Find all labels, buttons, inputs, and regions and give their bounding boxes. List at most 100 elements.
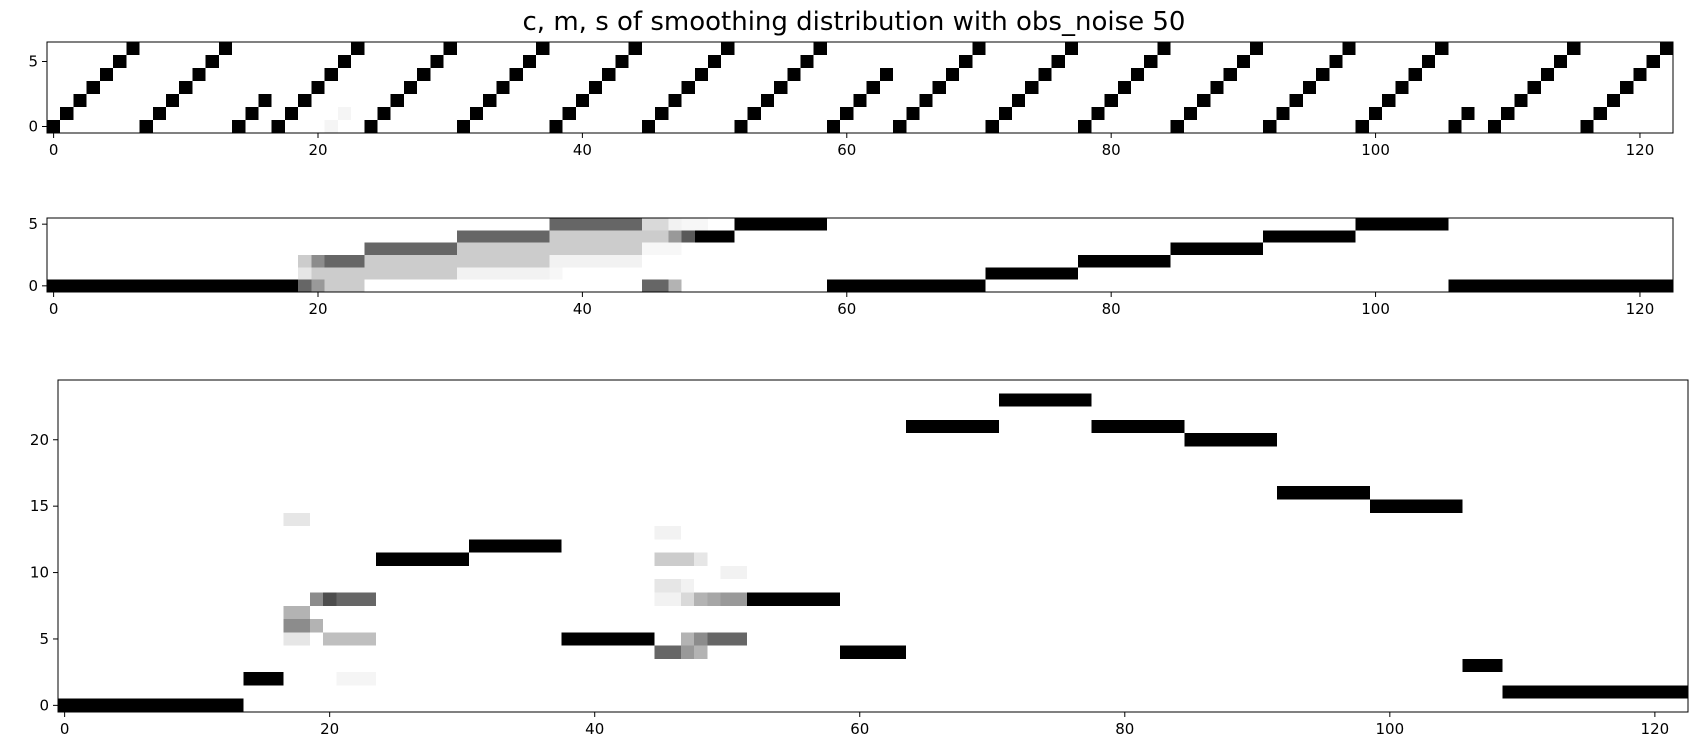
y-tick-label: 20 [30,431,49,449]
heatmap-cell [60,107,74,120]
heatmap-cell [324,267,365,280]
heatmap-cell [1276,107,1290,120]
heatmap-cell [324,255,365,268]
heatmap-cell [1104,94,1118,107]
heatmap-cell [179,81,193,94]
heatmap-cell [1131,68,1145,81]
x-tick-label: 20 [308,141,327,159]
heatmap-cell [641,279,669,292]
heatmap-cell [1025,81,1039,94]
heatmap-cell [1620,81,1634,94]
heatmap-cell [641,120,656,133]
heatmap-cell [668,94,682,107]
heatmap-cell [681,218,708,231]
heatmap-cell [364,242,457,255]
heatmap-cell [720,565,748,580]
heatmap-cell [721,42,735,55]
heatmap-cell [747,592,840,606]
heatmap-cell [720,632,748,646]
heatmap-cell [456,230,550,243]
axes-frame [57,379,1689,713]
x-tick-label: 0 [60,720,70,738]
heatmap-cell [1051,55,1065,68]
x-tick-label: 120 [1626,300,1655,318]
heatmap-cell [377,107,391,120]
heatmap-cell [1144,55,1158,68]
heatmap-cell [959,55,973,68]
heatmap-cell [945,68,960,81]
y-tick-label: 0 [28,277,38,295]
heatmap-cell [364,120,378,133]
heatmap-cell [309,592,324,606]
heatmap-cell [680,592,695,606]
heatmap-cell [1462,658,1503,673]
heatmap-cell [311,267,325,280]
heatmap-cell [298,255,312,268]
x-tick-label: 120 [1626,141,1655,159]
heatmap-cell [1329,55,1343,68]
x-tick-label: 100 [1376,720,1405,738]
heatmap-cell [707,55,722,68]
x-tick-label: 60 [850,720,869,738]
heatmap-cell [47,279,299,292]
heatmap-cell [985,120,999,133]
heatmap-cell [1593,107,1607,120]
heatmap-cell [1659,42,1673,55]
heatmap-cell [694,68,708,81]
heatmap-cell [1316,68,1330,81]
heatmap-cell [337,107,352,120]
heatmap-cell [1236,55,1250,68]
x-tick-label: 40 [573,141,592,159]
heatmap-cell [298,267,312,280]
heatmap-cell [549,255,642,268]
heatmap-cell [680,579,695,593]
heatmap-cell [1302,81,1317,94]
x-tick-label: 100 [1361,300,1390,318]
heatmap-cell [456,242,550,255]
heatmap-cell [271,120,285,133]
x-tick-label: 60 [837,141,856,159]
heatmap-cell [1184,433,1278,447]
heatmap-cell [668,279,682,292]
heatmap-cell [1461,107,1475,120]
heatmap-cell [800,55,814,68]
x-tick-label: 20 [308,300,327,318]
heatmap-cell [668,218,682,231]
heatmap-cell [1435,42,1449,55]
heatmap-cell [205,55,219,68]
heatmap-cell [1091,107,1105,120]
heatmap-cell [549,230,642,243]
heatmap-cell [522,55,537,68]
heatmap-cell [720,592,748,606]
heatmap-cell [681,81,695,94]
heatmap-cell [243,672,284,686]
heatmap-cell [324,279,365,292]
heatmap-cell [283,632,310,646]
heatmap-cell [1355,120,1369,133]
heatmap-cell [1395,81,1409,94]
heatmap-cell [681,230,695,243]
heatmap-cell [985,267,1079,280]
heatmap-cell [1580,120,1594,133]
heatmap-cell [694,632,708,646]
heatmap-cell [840,107,854,120]
heatmap-cell [562,107,576,120]
heatmap-cell [615,55,629,68]
heatmap-cell [283,619,310,633]
heatmap-cell [826,279,986,292]
heatmap-cell [549,242,642,255]
heatmap-cell [549,267,563,280]
heatmap-cell [311,255,325,268]
plot-area [58,380,1688,712]
heatmap-cell [351,42,365,55]
heatmap-cell [654,579,681,593]
heatmap-cell [192,68,206,81]
heatmap-cell [932,81,946,94]
heatmap-cell [73,94,87,107]
heatmap-cell [787,68,801,81]
heatmap-cell [561,632,655,646]
heatmap-cell [403,81,418,94]
heatmap-cell [336,592,377,606]
heatmap-cell [1064,42,1079,55]
heatmap-cell [298,94,312,107]
